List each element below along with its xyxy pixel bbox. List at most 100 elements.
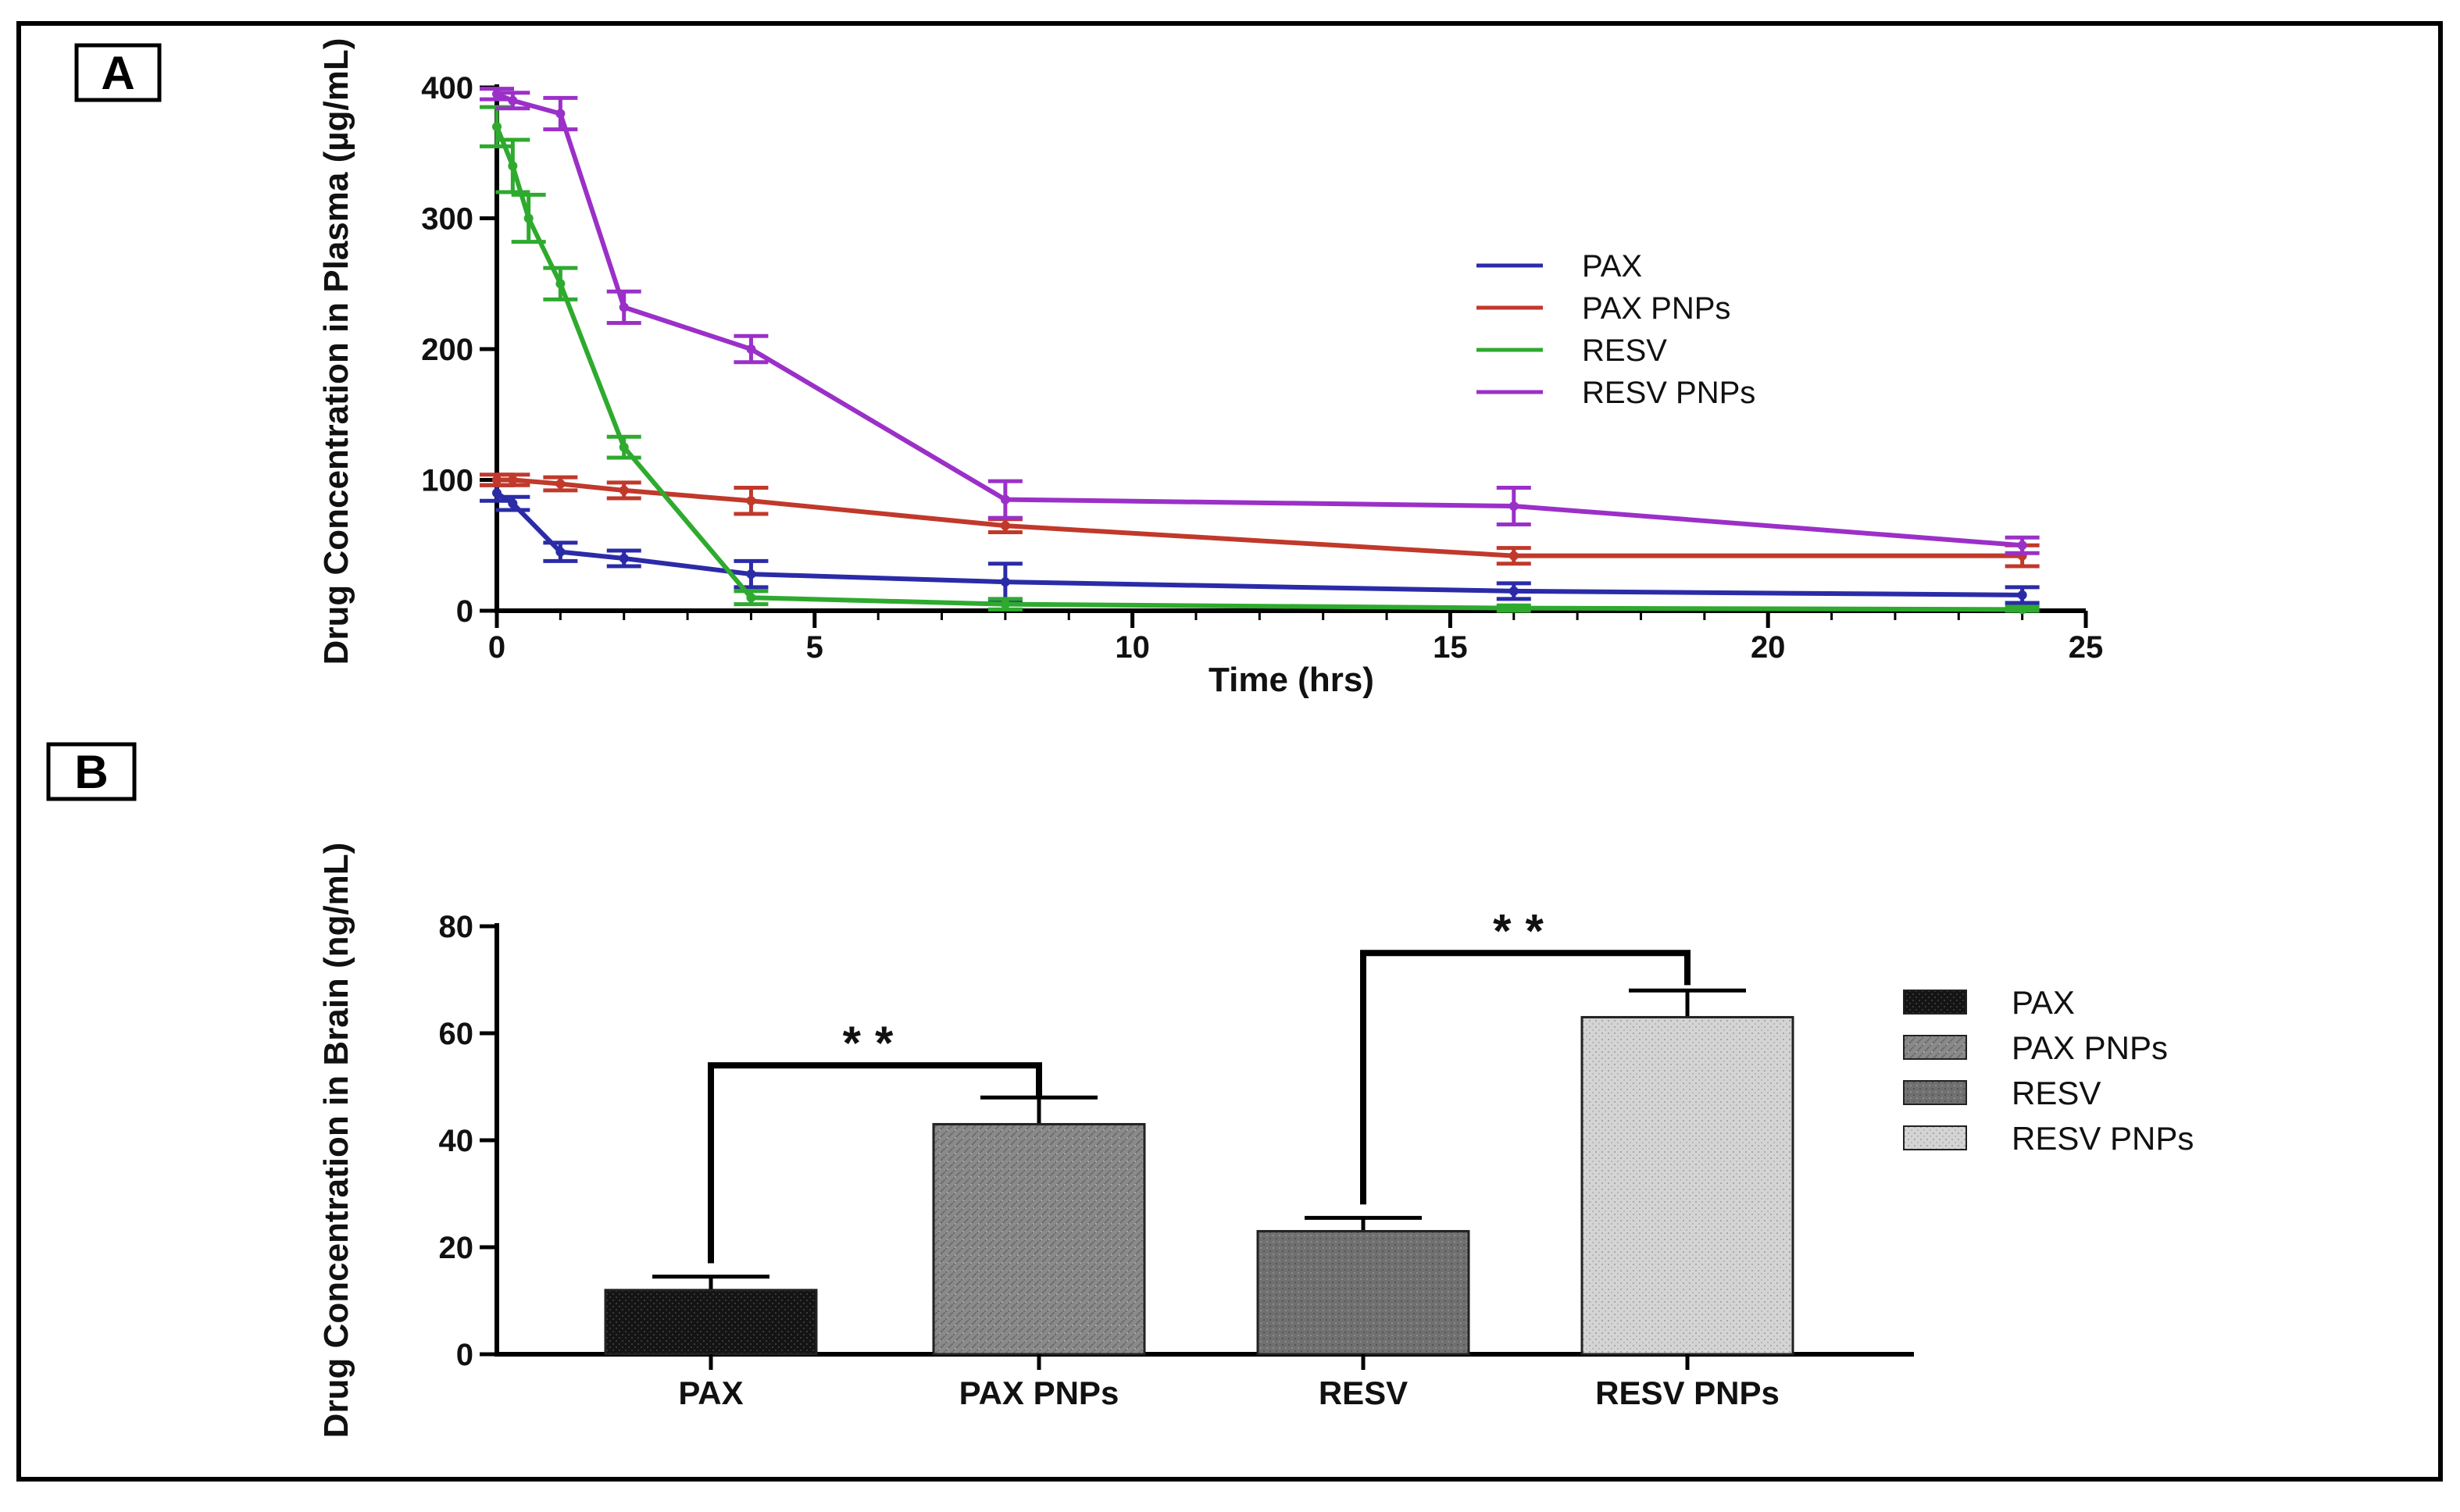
data-point	[555, 109, 566, 119]
data-point	[2017, 540, 2027, 551]
legend-a: PAX PAX PNPs RESV RESV PNPs	[1476, 249, 1755, 410]
data-point	[2017, 590, 2027, 600]
data-point	[746, 593, 756, 603]
panel-b-label-text: B	[74, 746, 108, 798]
data-point	[1508, 586, 1519, 596]
data-point	[1000, 577, 1010, 587]
data-point	[555, 279, 566, 289]
data-point	[508, 498, 518, 508]
bar	[604, 1289, 818, 1356]
legend-item-b: RESV	[1903, 1075, 2101, 1111]
x-tick-label-a: 5	[806, 630, 823, 665]
legend-item-a: RESV	[1476, 333, 1667, 368]
y-tick-label-a: 200	[421, 333, 473, 367]
data-point	[508, 95, 518, 105]
legend-swatch-b	[1903, 1035, 1967, 1060]
legend-label-b: PAX	[2012, 984, 2075, 1021]
bar-resv-pnps: RESV PNPs	[1580, 988, 1794, 1411]
y-tick-label-b: 0	[456, 1338, 473, 1372]
y-tick-label-b: 60	[439, 1017, 474, 1051]
significance-bracket: **	[1360, 904, 1691, 1205]
brain-bar-chart: 0 20 40 60 80 Drug Concentration in Brain (ng…	[317, 843, 2194, 1439]
data-point	[746, 344, 756, 354]
data-point	[555, 479, 566, 489]
y-tick-label-b: 80	[439, 910, 474, 944]
y-tick-label-a: 0	[456, 594, 473, 629]
data-point	[1000, 494, 1010, 505]
data-point	[746, 496, 756, 506]
y-tick-label-a: 400	[421, 71, 473, 105]
series-resv-pnps	[480, 87, 2040, 555]
data-point	[508, 475, 518, 485]
data-point	[619, 485, 629, 495]
panel-a-label-text: A	[101, 47, 134, 99]
legend-label-b: PAX PNPs	[2012, 1029, 2168, 1066]
figure-border	[16, 21, 2443, 1482]
x-tick-label-a: 0	[488, 630, 505, 665]
series-line	[497, 477, 2023, 558]
legend-label-b: RESV	[2012, 1075, 2101, 1111]
legend-item-a: RESV PNPs	[1476, 376, 1755, 410]
data-point	[523, 213, 534, 223]
panel-a-label: A	[74, 43, 162, 102]
data-point	[492, 122, 502, 132]
legend-item-b: PAX	[1903, 984, 2075, 1021]
x-tick-label-b: PAX	[678, 1375, 743, 1411]
data-point	[1508, 551, 1519, 561]
data-point	[619, 442, 629, 452]
legend-label-b: RESV PNPs	[2012, 1120, 2194, 1157]
bar-resv: RESV	[1256, 1215, 1470, 1411]
y-axis-label-b: Drug Concentration in Brain (ng/mL)	[317, 843, 355, 1439]
x-tick-label-a: 10	[1115, 630, 1150, 665]
bracket-line	[708, 1062, 1042, 1264]
data-point	[2017, 604, 2027, 615]
y-tick-label-a: 100	[421, 464, 473, 498]
x-axis-label-a: Time (hrs)	[1209, 661, 1374, 699]
legend-item-a: PAX	[1476, 249, 1642, 284]
legend-swatch-b	[1903, 990, 1967, 1015]
y-axis-label-a: Drug Concentration in Plasma (µg/mL)	[317, 38, 355, 665]
bar	[1256, 1229, 1470, 1356]
legend-swatch-b	[1903, 1125, 1967, 1150]
data-point	[508, 161, 518, 171]
legend-label-a: RESV PNPs	[1582, 376, 1755, 410]
data-point	[1508, 501, 1519, 511]
legend-item-b: PAX PNPs	[1903, 1029, 2168, 1066]
legend-item-b: RESV PNPs	[1903, 1120, 2194, 1157]
data-point	[1000, 599, 1010, 609]
significance-label: **	[843, 1017, 908, 1069]
significance-bracket: **	[708, 1017, 1042, 1264]
bar-pax: PAX	[604, 1275, 818, 1411]
panel-b-label: B	[46, 742, 137, 801]
bracket-line	[1360, 950, 1691, 1205]
legend-item-a: PAX PNPs	[1476, 291, 1730, 326]
data-point	[1000, 521, 1010, 531]
legend-label-a: RESV	[1582, 333, 1667, 368]
legend-swatch-b	[1903, 1080, 1967, 1105]
x-tick-label-b: PAX PNPs	[959, 1375, 1119, 1411]
y-tick-label-b: 20	[439, 1231, 474, 1265]
x-tick-label-b: RESV PNPs	[1595, 1375, 1780, 1411]
data-point	[619, 554, 629, 563]
data-point	[555, 547, 566, 557]
series-resv	[480, 105, 2040, 615]
data-point	[619, 302, 629, 312]
data-point	[746, 569, 756, 579]
plasma-line-chart: 0 100 200 300 400 0 5 10 15 20 25 Time (hrs) Drug Co…	[317, 38, 2103, 699]
y-tick-label-a: 300	[421, 202, 473, 237]
bar-pax-pnps: PAX PNPs	[932, 1095, 1146, 1411]
x-tick-label-a: 15	[1433, 630, 1468, 665]
x-tick-label-a: 20	[1751, 630, 1786, 665]
significance-label: **	[1493, 904, 1558, 957]
y-tick-label-b: 40	[439, 1124, 474, 1158]
series-line	[495, 91, 2023, 548]
data-point	[492, 475, 502, 485]
bar	[1580, 1015, 1794, 1356]
legend-label-a: PAX PNPs	[1582, 291, 1730, 326]
data-point	[1508, 603, 1519, 613]
legend-b: PAX PAX PNPs RESV RESV PNPs	[1903, 984, 2194, 1157]
x-tick-label-a: 25	[2069, 630, 2104, 665]
x-tick-label-b: RESV	[1319, 1375, 1408, 1411]
bar	[932, 1122, 1146, 1356]
